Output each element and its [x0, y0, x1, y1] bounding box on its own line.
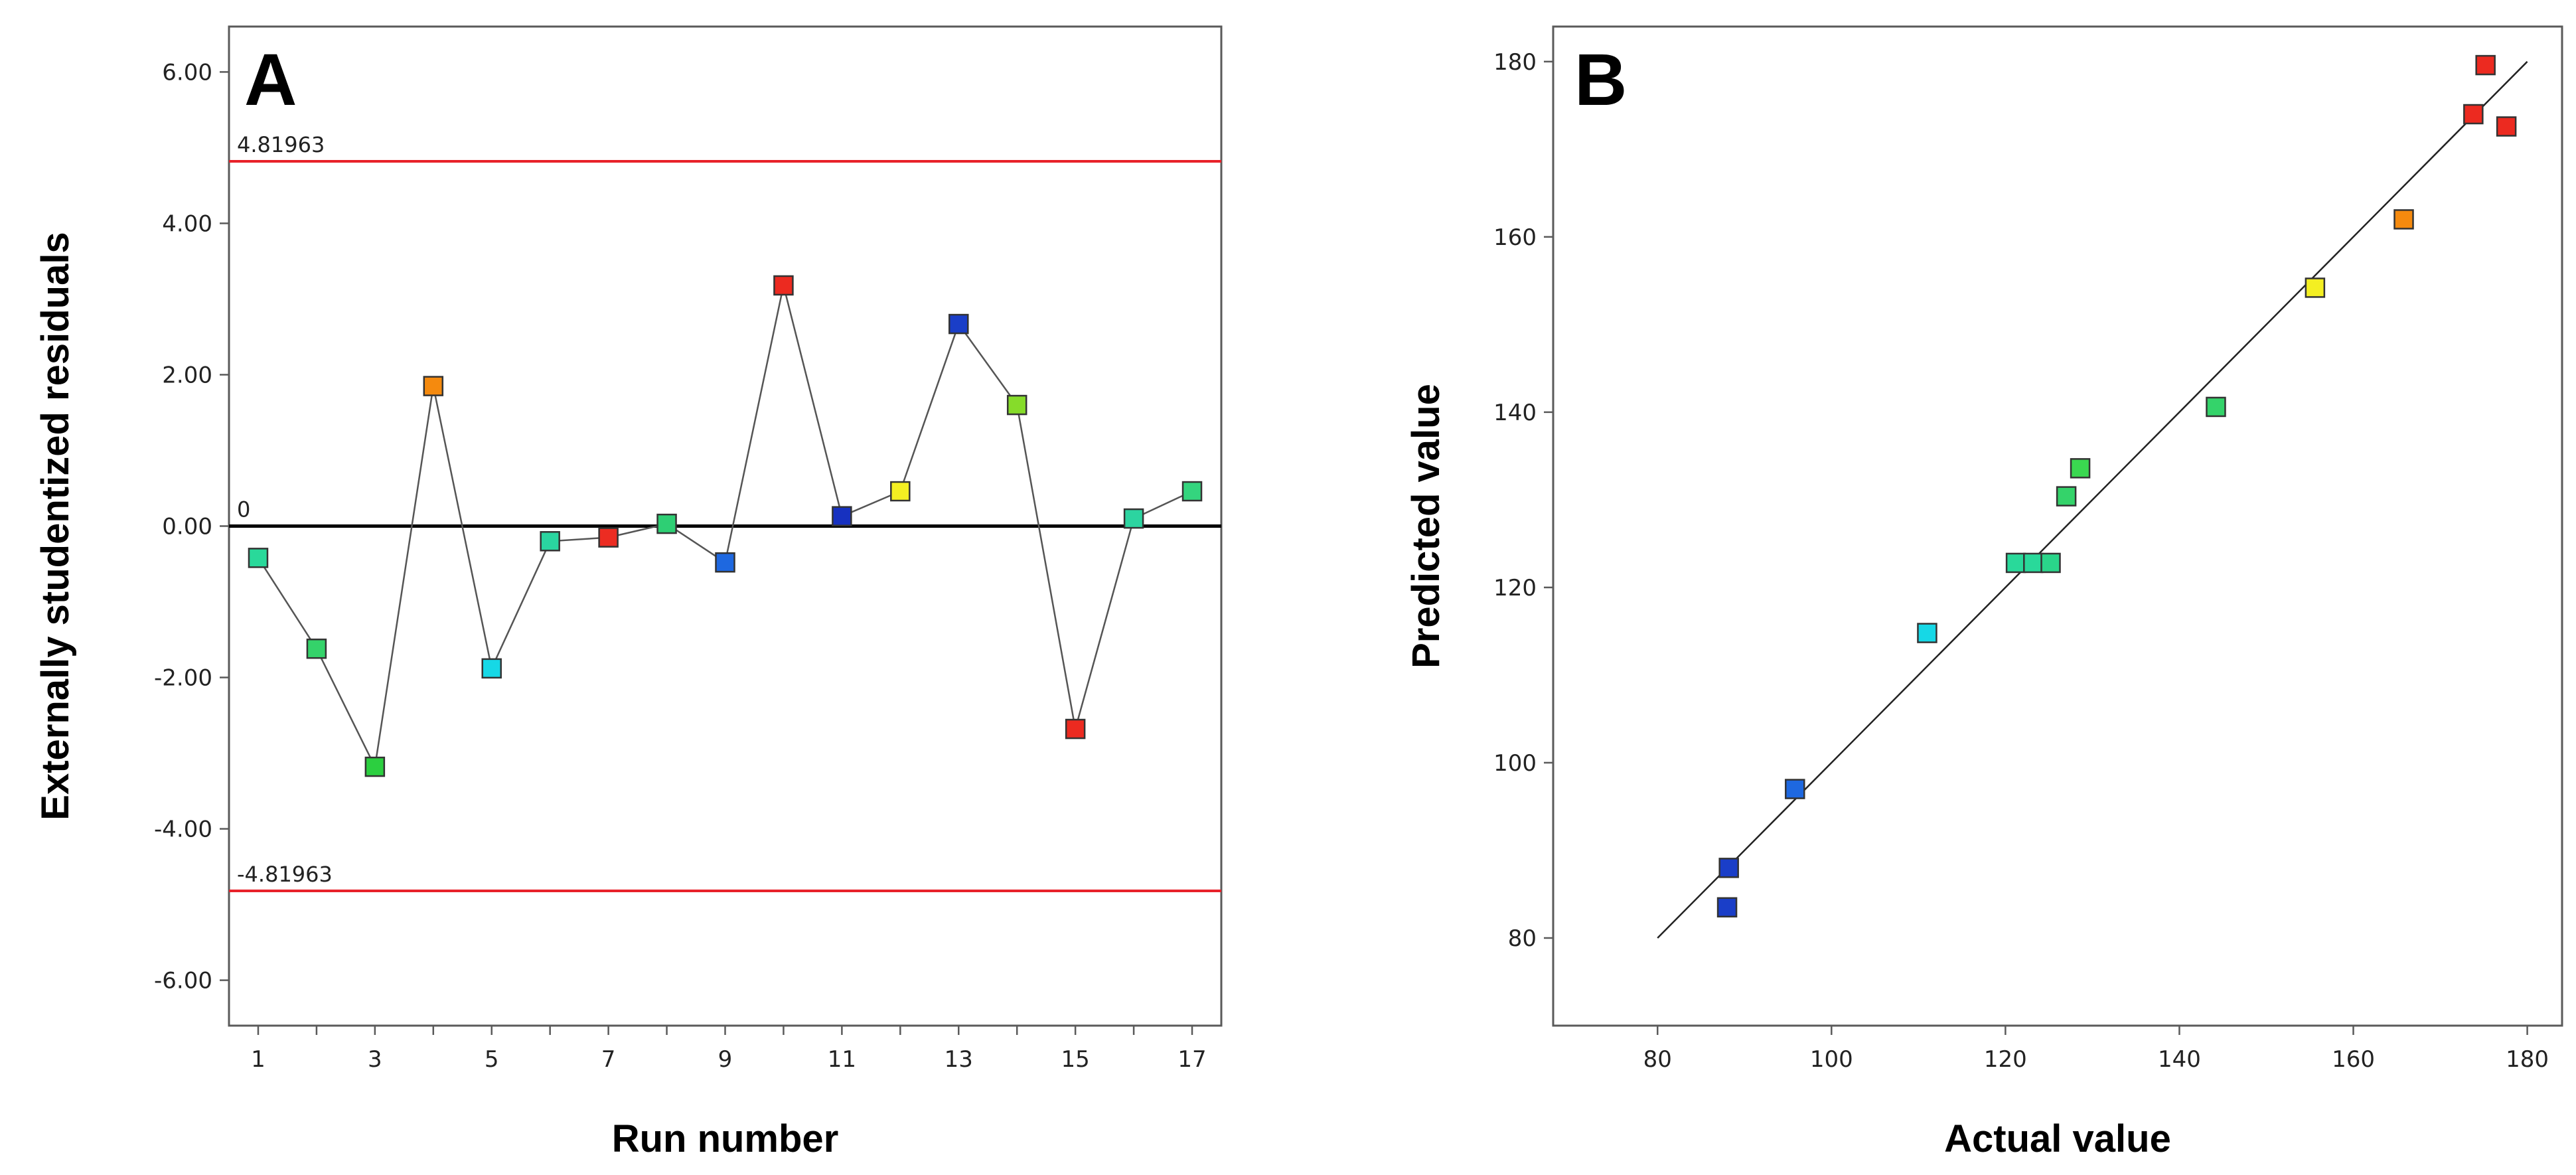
x-tick-label-a: 17 — [1177, 1046, 1206, 1073]
residual-point — [948, 313, 969, 335]
residual-point — [1006, 394, 1027, 416]
y-tick-label-a: -6.00 — [154, 968, 212, 994]
x-tick-label-a: 1 — [251, 1046, 265, 1073]
x-tick-label-a: 7 — [601, 1046, 616, 1073]
scatter-point — [1716, 897, 1738, 918]
scatter-point — [2056, 486, 2077, 507]
scatter-point — [1718, 858, 1739, 878]
scatter-point — [2393, 209, 2414, 230]
y-axis-title-a: Externally studentized residuals — [34, 232, 77, 820]
scatter-point — [2023, 552, 2044, 574]
residual-point — [715, 552, 735, 573]
residual-point — [656, 513, 677, 534]
reference-line-label-a: 4.81963 — [237, 132, 325, 157]
residual-point — [248, 548, 269, 568]
y-tick-label-b: 140 — [1493, 400, 1537, 426]
y-tick-label-a: -4.00 — [154, 817, 212, 843]
y-tick-label-a: 0.00 — [162, 514, 212, 540]
x-tick-label-a: 13 — [945, 1046, 973, 1073]
residual-points-a — [248, 275, 1203, 777]
y-axis-title-b: Predicted value — [1404, 384, 1448, 668]
scatter-point — [1785, 779, 1805, 799]
reference-line-label-a: 0 — [237, 497, 250, 522]
residual-point — [423, 376, 444, 396]
panel-letter-b: B — [1574, 39, 1627, 121]
y-tick-label-a: 2.00 — [162, 362, 212, 388]
scatter-point — [2475, 54, 2496, 76]
residual-point — [540, 531, 560, 552]
scatter-point — [2070, 458, 2091, 479]
y-tick-label-a: -2.00 — [154, 665, 212, 692]
y-tick-label-b: 120 — [1493, 575, 1537, 601]
x-tick-label-a: 3 — [368, 1046, 382, 1073]
axes-b: 80 100 120 140 160 180 80 100 120 140 160 180 — [1493, 49, 2549, 1073]
reference-line-label-a: -4.81963 — [237, 862, 333, 887]
x-tick-label-a: 11 — [828, 1046, 856, 1073]
scatter-point — [1917, 623, 1937, 643]
scatter-point — [2040, 552, 2061, 574]
residual-point — [306, 638, 327, 659]
residual-point — [1123, 508, 1144, 529]
panel-letter-a: A — [244, 39, 297, 121]
residual-point — [1181, 481, 1203, 502]
x-axis-title-a: Run number — [612, 1117, 839, 1160]
x-tick-label-a: 9 — [718, 1046, 733, 1073]
scatter-point — [2005, 552, 2026, 574]
y-tick-label-a: 4.00 — [162, 210, 212, 237]
reference-lines-a: 4.81963 0 -4.81963 — [229, 132, 1221, 893]
y-tick-label-b: 180 — [1493, 49, 1537, 76]
x-tick-label-b: 80 — [1643, 1046, 1672, 1073]
y-tick-label-b: 160 — [1493, 224, 1537, 251]
axes-a: 6.004.002.000.00-2.00-4.00-6.001 3 5 7 9 11 13… — [154, 59, 1207, 1073]
y-tick-label-b: 80 — [1508, 925, 1537, 952]
residual-point — [364, 756, 386, 777]
y-tick-label-a: 6.00 — [162, 59, 212, 86]
residual-point — [773, 275, 794, 296]
x-tick-label-b: 160 — [2332, 1046, 2375, 1073]
scatter-points-b — [1716, 54, 2517, 918]
residual-point — [598, 527, 619, 548]
x-tick-label-a: 15 — [1061, 1046, 1090, 1073]
plot-frame-b — [1552, 25, 2563, 1027]
panel-b: 80 100 120 140 160 180 80 100 120 140 160 180 B Act… — [1404, 25, 2563, 1160]
x-axis-title-b: Actual value — [1944, 1117, 2171, 1160]
y-tick-label-b: 100 — [1493, 750, 1537, 777]
residual-point — [1065, 718, 1086, 740]
scatter-point — [2206, 396, 2226, 418]
x-tick-label-b: 140 — [2158, 1046, 2201, 1073]
x-tick-label-b: 100 — [1810, 1046, 1853, 1073]
x-tick-label-b: 180 — [2506, 1046, 2549, 1073]
x-tick-label-a: 5 — [485, 1046, 499, 1073]
residual-point — [481, 658, 502, 679]
residual-point — [890, 481, 911, 502]
scatter-point — [2463, 104, 2484, 125]
panel-a: 6.004.002.000.00-2.00-4.00-6.001 3 5 7 9 11 13… — [34, 25, 1223, 1160]
scatter-point — [2496, 116, 2517, 137]
residual-point — [832, 506, 852, 526]
x-tick-label-b: 120 — [1984, 1046, 2027, 1073]
scatter-point — [2305, 277, 2326, 298]
